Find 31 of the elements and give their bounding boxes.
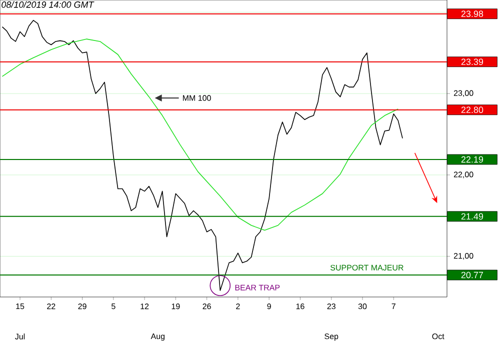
annotation: SUPPORT MAJEUR: [330, 264, 404, 270]
x-tick-label: 22: [47, 304, 56, 310]
x-tick-label: 2: [236, 304, 240, 310]
x-tick-label: 16: [296, 304, 304, 310]
ref-line-label: 22.80: [461, 106, 484, 114]
y-tick-label: 22,00: [454, 172, 474, 178]
line-series: [2, 38, 398, 231]
x-tick-label: 15: [16, 304, 24, 310]
y-tick-label: 21,00: [454, 253, 474, 260]
ref-line-label: 23.39: [461, 58, 484, 66]
x2-tick-label: Aug: [150, 334, 165, 341]
ref-line-label: 23.98: [461, 10, 484, 18]
x-tick-label: 26: [202, 304, 211, 310]
ref-line-label: 20.77: [461, 272, 483, 278]
chart-title: 08/10/2019 14:00 GMT: [2, 1, 94, 8]
x-tick-label: 29: [78, 304, 86, 310]
x-tick-label: 9: [267, 304, 271, 310]
x2-tick-label: Sep: [324, 334, 338, 341]
x-tick-label: 12: [140, 304, 149, 310]
ref-line-label: 22.19: [461, 156, 484, 163]
x-tick-label: 30: [358, 304, 367, 310]
x-tick-label: 19: [172, 304, 180, 310]
x2-tick-label: Oct: [432, 334, 444, 340]
x-tick-label: 23: [327, 304, 336, 310]
y-tick-label: 23,00: [454, 90, 474, 97]
x-tick-label: 5: [112, 304, 116, 310]
ref-line-label: 21.49: [461, 213, 484, 220]
annotation: BEAR TRAP: [235, 284, 280, 290]
x2-tick-label: Jul: [15, 334, 25, 340]
x-tick-label: 7: [392, 304, 396, 310]
annotation: MM 100: [182, 95, 211, 101]
